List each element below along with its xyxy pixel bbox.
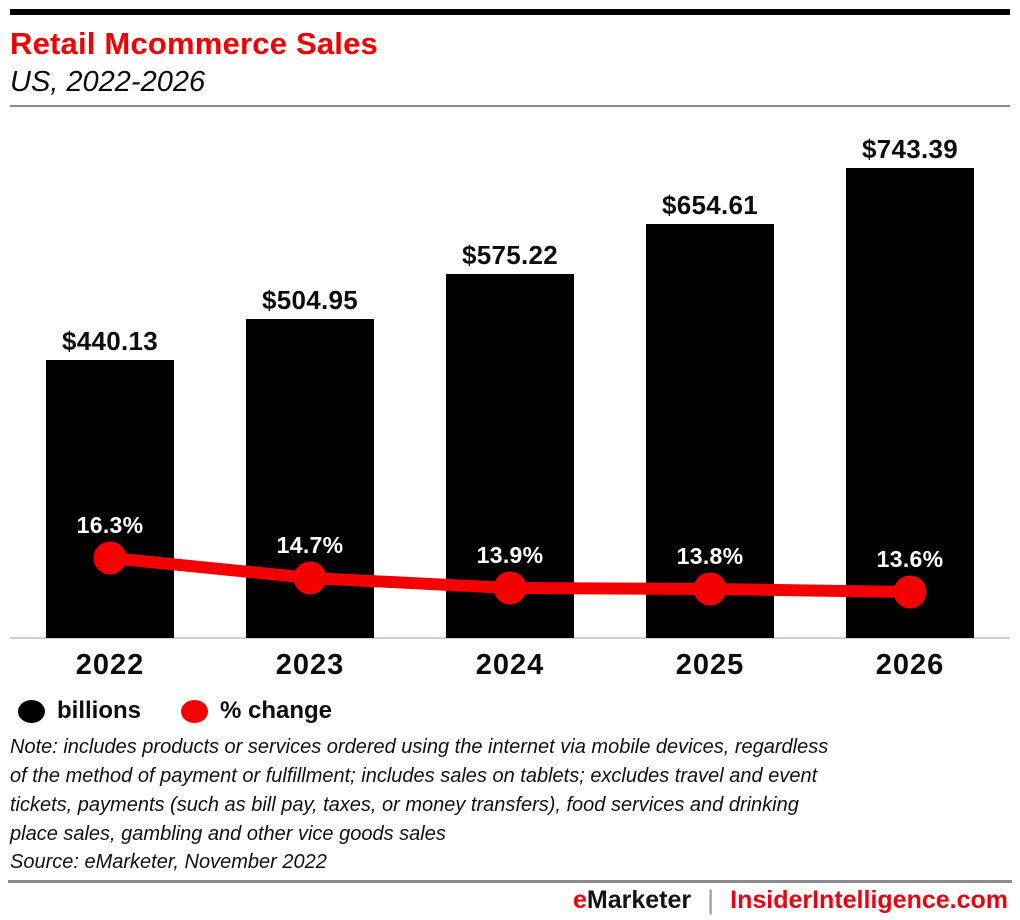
emarketer-logo: eMarketer [573, 886, 691, 914]
pct-change-label: 13.6% [876, 546, 944, 572]
legend-item-billions: billions [18, 697, 141, 725]
billions-swatch-icon [18, 699, 45, 723]
x-axis-label-2025: 2025 [675, 649, 745, 681]
line-point-2025 [693, 572, 727, 606]
x-axis-label-2022: 2022 [75, 649, 145, 681]
footnote: Note: includes products or services orde… [10, 733, 990, 849]
x-axis-label-2026: 2026 [875, 649, 945, 681]
pct-change-swatch-icon [181, 699, 208, 723]
emarketer-logo-rest: Marketer [586, 886, 692, 914]
footnote-line: Note: includes products or services orde… [10, 736, 829, 758]
bar-value-label: $654.61 [661, 190, 759, 220]
pct-change-line [93, 541, 927, 609]
source-line: Source: eMarketer, November 2022 [10, 851, 327, 873]
pct-change-label: 13.9% [476, 542, 544, 568]
header-divider [10, 105, 1010, 107]
line-point-2022 [93, 541, 127, 575]
pct-change-label: 16.3% [76, 512, 144, 538]
insider-intelligence-link[interactable]: InsiderIntelligence.com [730, 886, 1008, 914]
page-title: Retail Mcommerce Sales [10, 26, 378, 61]
x-axis-label-2023: 2023 [275, 649, 345, 681]
x-axis-label-2024: 2024 [475, 649, 545, 681]
bar-value-label: $440.13 [61, 326, 159, 356]
footnote-line: of the method of payment or fulfillment;… [10, 765, 818, 787]
top-rule [10, 9, 1010, 15]
footer-separator: | [707, 885, 715, 915]
bar-value-label: $575.22 [461, 240, 559, 270]
bar-2025 [646, 224, 774, 638]
line-point-2026 [893, 575, 927, 609]
pct-change-label: 13.8% [676, 543, 744, 569]
footnote-line: tickets, payments (such as bill pay, tax… [10, 794, 799, 816]
chart-canvas: $440.13 2022 $504.95 2023 $575.22 2024 $654.61… [10, 115, 1010, 685]
line-point-2023 [293, 561, 327, 595]
footer-branding: eMarketer | InsiderIntelligence.com [573, 886, 1008, 914]
emarketer-logo-e: e [572, 886, 587, 914]
page-subtitle: US, 2022-2026 [10, 66, 206, 98]
legend-item-pct-change: % change [181, 697, 332, 725]
pct-change-label: 14.7% [276, 532, 344, 558]
line-point-2024 [493, 571, 527, 605]
footnote-line: place sales, gambling and other vice goo… [10, 823, 446, 845]
bar-2026 [846, 168, 974, 638]
bar-value-label: $743.39 [861, 134, 959, 164]
legend-label: billions [57, 697, 141, 724]
x-axis-line [10, 637, 1010, 639]
bar-2022 [46, 360, 174, 638]
chart-legend: billions % change [18, 697, 332, 725]
bar-value-label: $504.95 [261, 285, 359, 315]
legend-label: % change [220, 697, 333, 724]
footer-divider [8, 880, 1012, 883]
